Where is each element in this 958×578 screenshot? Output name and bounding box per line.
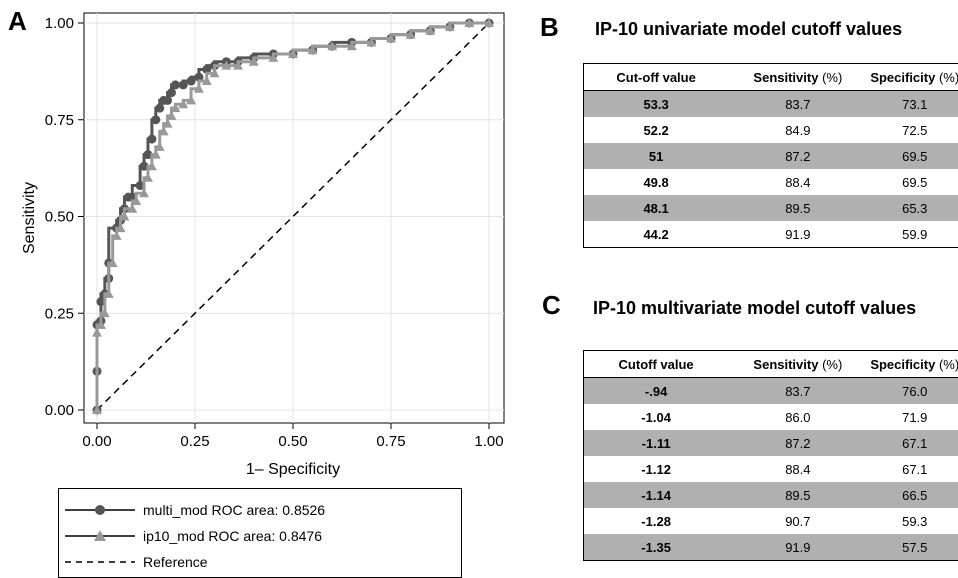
legend-item-reference: Reference — [59, 551, 461, 573]
legend-label-reference: Reference — [143, 554, 208, 570]
x-tick-label: 0.75 — [376, 433, 405, 450]
data-point-multi-mod — [151, 115, 160, 124]
y-axis-label: Sensitivity — [21, 182, 38, 254]
table-b-header-cutoff: Cut-off value — [584, 70, 728, 85]
table-b-title: IP-10 univariate model cutoff values — [595, 19, 902, 40]
table-c-header-sensitivity: Sensitivity (%) — [728, 357, 867, 372]
table-b-header: Cut-off value Sensitivity (%) Specificit… — [584, 64, 958, 91]
legend-label-ip10-mod: ip10_mod ROC area: 0.8476 — [143, 528, 322, 544]
x-tick-label: 0.00 — [82, 433, 111, 450]
panel-label-b: B — [540, 14, 559, 40]
data-point-multi-mod — [147, 135, 156, 144]
y-tick-label: 0.75 — [45, 112, 74, 129]
table-c: Cutoff value Sensitivity (%) Specificity… — [583, 350, 958, 561]
x-axis-label: 1– Specificity — [246, 461, 340, 478]
x-tick-label: 0.50 — [278, 433, 307, 450]
data-point-multi-mod — [187, 77, 196, 86]
legend-item-ip10-mod: ip10_mod ROC area: 0.8476 — [59, 525, 461, 547]
table-c-header-cutoff: Cutoff value — [584, 357, 728, 372]
y-tick-label: 0.25 — [45, 305, 74, 322]
table-c-title: IP-10 multivariate model cutoff values — [593, 298, 916, 319]
chart-legend: multi_mod ROC area: 0.8526 ip10_mod ROC … — [58, 488, 462, 578]
data-point-multi-mod — [179, 80, 188, 89]
data-point-multi-mod — [171, 80, 180, 89]
legend-item-multi-mod: multi_mod ROC area: 0.8526 — [59, 499, 461, 521]
data-point-multi-mod — [155, 104, 164, 113]
table-c-header-specificity: Specificity (%) — [868, 357, 958, 372]
legend-swatch-reference — [65, 554, 135, 570]
legend-label-multi-mod: multi_mod ROC area: 0.8526 — [143, 502, 325, 518]
y-tick-label: 0.50 — [45, 209, 74, 226]
roc-chart: 0.00 0.25 0.50 0.75 1.00 0.00 0.25 0.50 0.75 1.00… — [0, 0, 520, 486]
y-tick-label: 1.00 — [45, 15, 74, 32]
data-point-multi-mod — [163, 96, 172, 105]
table-c-header: Cutoff value Sensitivity (%) Specificity… — [584, 351, 958, 378]
table-b-header-specificity: Specificity (%) — [868, 70, 958, 85]
data-point-multi-mod — [167, 88, 176, 97]
y-tick-label: 0.00 — [45, 402, 74, 419]
legend-swatch-multi-mod — [65, 502, 135, 518]
x-tick-label: 1.00 — [474, 433, 503, 450]
x-tick-label: 0.25 — [180, 433, 209, 450]
legend-swatch-ip10-mod — [65, 528, 135, 544]
table-b: Cut-off value Sensitivity (%) Specificit… — [583, 63, 958, 248]
panel-label-c: C — [542, 292, 561, 318]
plot-area — [84, 13, 504, 423]
table-b-header-sensitivity: Sensitivity (%) — [728, 70, 867, 85]
